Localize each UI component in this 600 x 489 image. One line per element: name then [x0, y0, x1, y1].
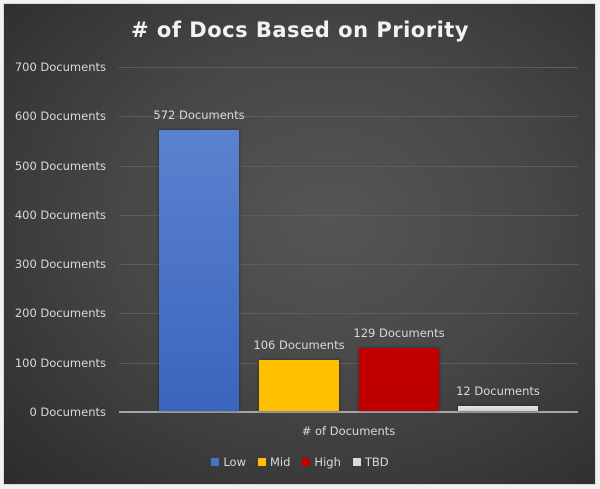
- legend-label-mid: Mid: [270, 455, 291, 469]
- legend-label-low: Low: [223, 455, 246, 469]
- y-tick-label: 700 Documents: [14, 60, 106, 74]
- legend-label-tbd: TBD: [364, 455, 389, 469]
- gridline: [119, 165, 578, 167]
- data-label-high: 129 Documents: [353, 326, 445, 341]
- gridline: [119, 67, 578, 68]
- bar-high: [359, 348, 439, 411]
- legend-label-high: High: [314, 455, 341, 469]
- gridline: [119, 116, 578, 118]
- y-tick-label: 200 Documents: [14, 306, 106, 321]
- data-label-low: 572 Documents: [153, 108, 245, 123]
- legend-item-mid: Mid: [258, 455, 290, 469]
- bar-tbd: [458, 406, 538, 411]
- y-tick-label: 300 Documents: [14, 257, 106, 272]
- x-axis-label: # of Documents: [301, 424, 396, 438]
- legend: Low Mid High TBD: [0, 455, 600, 469]
- data-label-mid: 106 Documents: [253, 337, 345, 352]
- legend-item-tbd: TBD: [352, 455, 389, 469]
- bar-low: [159, 130, 239, 411]
- gridline: [119, 264, 578, 266]
- gridline: [119, 362, 578, 364]
- legend-swatch-tbd: [352, 458, 361, 466]
- data-label-tbd: 12 Documents: [456, 384, 540, 399]
- gridline: [119, 214, 578, 216]
- y-tick-label: 500 Documents: [14, 158, 106, 173]
- legend-swatch-low: [211, 458, 220, 466]
- y-tick-label: 100 Documents: [14, 355, 106, 370]
- legend-swatch-high: [302, 458, 311, 466]
- y-tick-label: 600 Documents: [14, 109, 106, 124]
- x-axis-line: [119, 411, 578, 413]
- legend-swatch-mid: [258, 458, 266, 466]
- legend-item-low: Low: [211, 455, 246, 469]
- y-tick-label: 0 Documents: [29, 405, 106, 419]
- chart-title: # of Docs Based on Priority: [130, 18, 469, 42]
- y-tick-label: 400 Documents: [14, 207, 106, 222]
- legend-item-high: High: [302, 455, 341, 469]
- gridline: [119, 313, 578, 315]
- bar-mid: [259, 359, 339, 411]
